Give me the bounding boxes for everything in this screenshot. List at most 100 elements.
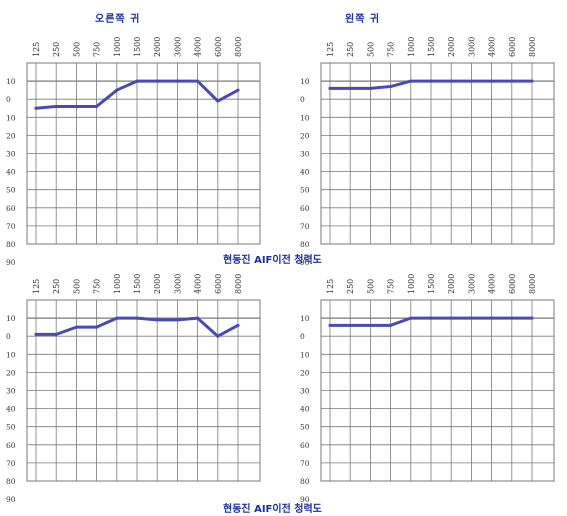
db-tick-label: 30 — [300, 150, 310, 159]
db-tick-label: 90 — [300, 258, 310, 267]
audiogram-right-bottom: 125 250 500 750 1000 1500 2000 3000 4000 6000 8000… — [6, 274, 261, 504]
freq-tick-label: 2000 — [153, 274, 162, 294]
freq-tick-label: 1500 — [133, 37, 142, 57]
freq-tick-label: 6000 — [214, 274, 223, 294]
data-point — [449, 316, 453, 320]
data-point — [328, 323, 332, 327]
db-tick-label: 50 — [300, 186, 310, 195]
data-point — [54, 104, 58, 108]
freq-tick-label: 125 — [32, 279, 41, 294]
freq-tick-label: 125 — [326, 42, 335, 57]
db-tick-label: 10 — [300, 77, 310, 86]
db-tick-label: 10 — [300, 314, 310, 323]
db-tick-label: 90 — [6, 495, 16, 504]
freq-tick-label: 6000 — [508, 37, 517, 57]
freq-tick-label: 4000 — [194, 37, 203, 57]
freq-tick-label: 4000 — [194, 274, 203, 294]
audiogram-right-top: 125 250 500 750 1000 1500 2000 3000 4000 6000 8000… — [6, 37, 261, 267]
freq-tick-label: 1000 — [113, 274, 122, 294]
freq-tick-label: 1000 — [113, 37, 122, 57]
data-point — [74, 104, 78, 108]
freq-tick-label: 125 — [326, 279, 335, 294]
db-tick-label: 80 — [6, 477, 16, 486]
data-point — [236, 88, 240, 92]
freq-tick-label: 1500 — [427, 37, 436, 57]
data-point — [196, 79, 200, 83]
db-tick-label: 10 — [300, 113, 310, 122]
db-tick-label: 20 — [300, 131, 310, 140]
freq-tick-label: 8000 — [234, 37, 243, 57]
caption-bottom: 현동진 AIF이전 청력도 — [223, 504, 322, 515]
data-point — [236, 323, 240, 327]
freq-tick-label: 1000 — [407, 274, 416, 294]
db-tick-label: 80 — [6, 240, 16, 249]
db-tick-label: 70 — [6, 222, 16, 231]
db-tick-label: 10 — [6, 350, 16, 359]
freq-tick-label: 2000 — [153, 37, 162, 57]
data-point — [135, 316, 139, 320]
data-point — [429, 79, 433, 83]
freq-tick-label: 500 — [72, 42, 81, 57]
freq-tick-label: 500 — [366, 279, 375, 294]
data-point — [95, 325, 99, 329]
data-point — [155, 318, 159, 322]
db-tick-label: 60 — [6, 204, 16, 213]
db-tick-label: 70 — [300, 459, 310, 468]
data-point — [429, 316, 433, 320]
db-tick-label: 0 — [6, 332, 11, 341]
data-point — [175, 318, 179, 322]
db-tick-label: 30 — [6, 150, 16, 159]
data-point — [54, 332, 58, 336]
db-tick-label: 20 — [6, 131, 16, 140]
data-point — [530, 316, 534, 320]
db-tick-label: 30 — [300, 387, 310, 396]
db-tick-label: 30 — [6, 387, 16, 396]
data-point — [389, 323, 393, 327]
freq-tick-label: 3000 — [173, 274, 182, 294]
data-point — [216, 99, 220, 103]
db-tick-label: 40 — [6, 405, 16, 414]
freq-tick-label: 125 — [32, 42, 41, 57]
db-tick-label: 60 — [6, 441, 16, 450]
db-tick-label: 80 — [300, 240, 310, 249]
db-tick-label: 50 — [6, 186, 16, 195]
db-tick-label: 20 — [6, 368, 16, 377]
data-point — [155, 79, 159, 83]
audiogram-left-top: 125 250 500 750 1000 1500 2000 3000 4000 6000 8000… — [300, 37, 555, 267]
data-point — [328, 86, 332, 90]
freq-tick-label: 250 — [52, 42, 61, 57]
freq-tick-label: 750 — [93, 279, 102, 294]
db-tick-label: 0 — [300, 332, 305, 341]
data-point — [368, 86, 372, 90]
right-ear-title: 오른쪽 귀 — [95, 14, 141, 25]
freq-tick-label: 1500 — [427, 274, 436, 294]
db-tick-label: 60 — [300, 441, 310, 450]
db-tick-label: 50 — [6, 423, 16, 432]
data-point — [74, 325, 78, 329]
freq-tick-label: 6000 — [508, 274, 517, 294]
db-tick-label: 40 — [300, 405, 310, 414]
freq-tick-label: 250 — [346, 279, 355, 294]
freq-tick-label: 500 — [72, 279, 81, 294]
data-point — [135, 79, 139, 83]
db-tick-label: 80 — [300, 477, 310, 486]
freq-tick-label: 750 — [93, 42, 102, 57]
data-point — [490, 79, 494, 83]
freq-tick-label: 8000 — [528, 37, 537, 57]
db-tick-label: 70 — [300, 222, 310, 231]
caption-top: 현동진 AIF이전 청력도 — [223, 255, 322, 266]
data-point — [530, 79, 534, 83]
freq-tick-label: 6000 — [214, 37, 223, 57]
data-point — [34, 332, 38, 336]
data-point — [409, 316, 413, 320]
data-point — [449, 79, 453, 83]
freq-tick-label: 8000 — [528, 274, 537, 294]
db-tick-label: 90 — [300, 495, 310, 504]
db-tick-label: 10 — [6, 113, 16, 122]
data-point — [389, 85, 393, 89]
freq-tick-label: 3000 — [467, 37, 476, 57]
db-tick-label: 70 — [6, 459, 16, 468]
db-tick-label: 10 — [6, 314, 16, 323]
data-point — [348, 86, 352, 90]
data-point — [510, 316, 514, 320]
